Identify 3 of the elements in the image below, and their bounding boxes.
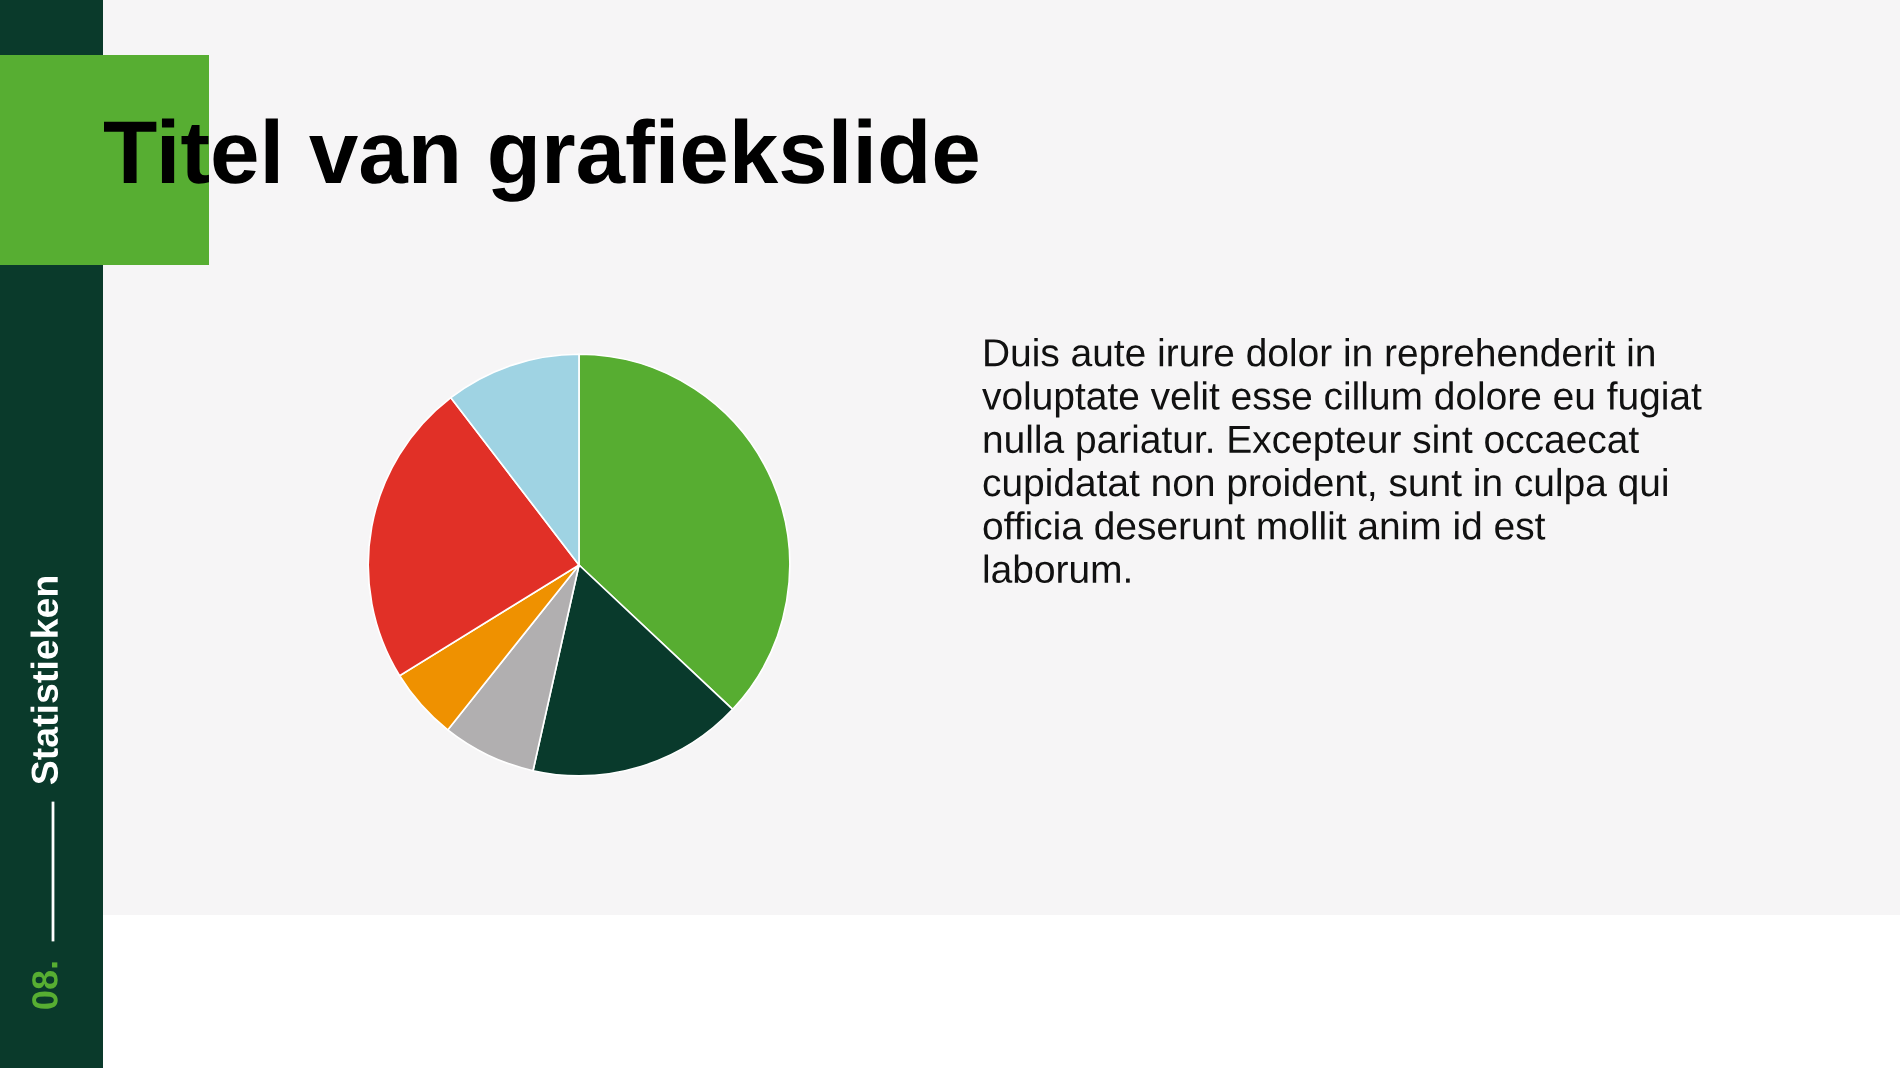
text: 08.	[32, 962, 58, 1009]
text: Duis aute irure dolor in reprehenderit in voluptate velit esse cillum dolore eu fugiat nulla pariatur. Excepteur sint occaecat cupidatat non proident, sunt in culpa qui officia deserunt mollit anim id est laborum.	[982, 338, 1702, 584]
text: Statistieken	[30, 577, 59, 785]
